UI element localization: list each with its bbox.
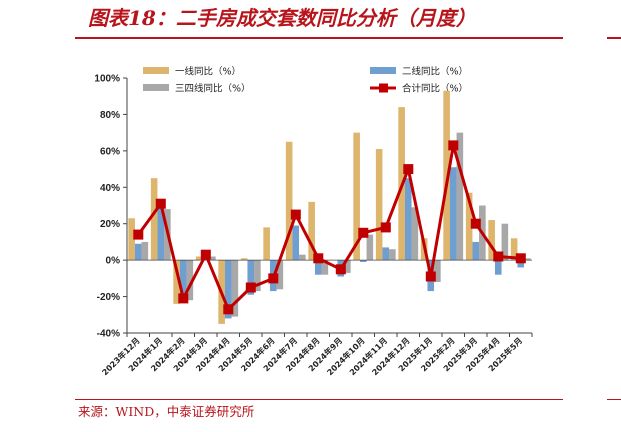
line-point xyxy=(403,164,414,175)
bar xyxy=(240,258,248,261)
bar xyxy=(231,260,239,317)
source-note: 来源：WIND，中泰证券研究所 xyxy=(78,404,255,419)
bar xyxy=(488,220,495,261)
bar xyxy=(411,207,419,261)
bar xyxy=(456,132,464,261)
bar xyxy=(375,149,383,261)
bar xyxy=(299,254,306,261)
line-point xyxy=(133,229,144,240)
bar xyxy=(254,260,261,292)
title-rule xyxy=(75,37,563,39)
bar xyxy=(321,260,329,275)
bar xyxy=(366,234,374,261)
bar xyxy=(173,260,180,304)
bar xyxy=(134,243,142,261)
bar xyxy=(449,167,457,261)
line-point xyxy=(515,253,526,264)
y-tick-label: 100% xyxy=(94,74,120,85)
legend-label: 三四线同比（%） xyxy=(175,83,251,95)
line-point xyxy=(358,227,369,238)
legend-swatch xyxy=(370,67,396,74)
bar xyxy=(195,256,203,261)
bar xyxy=(150,178,158,261)
bar xyxy=(314,260,322,275)
bar xyxy=(353,132,360,261)
line-point xyxy=(268,273,279,284)
bar xyxy=(472,241,480,261)
bar xyxy=(209,256,216,261)
figure-title: 图表18：二手房成交套数同比分析（月度） xyxy=(88,6,476,30)
line-point xyxy=(155,198,166,209)
bar xyxy=(382,247,390,261)
legend-label: 合计同比（%） xyxy=(402,83,468,95)
legend-swatch xyxy=(143,84,169,91)
legend-swatch xyxy=(143,67,169,74)
title-rule-fragment xyxy=(607,37,621,39)
bar xyxy=(501,223,509,261)
line-point xyxy=(335,264,346,275)
bar xyxy=(276,260,284,290)
bar xyxy=(465,192,473,261)
bar xyxy=(510,238,518,261)
bar xyxy=(517,260,525,268)
bar xyxy=(179,260,187,301)
line-point xyxy=(448,140,459,151)
bar xyxy=(494,260,502,275)
axes xyxy=(123,77,533,337)
bar xyxy=(292,225,300,261)
y-tick-label: -40% xyxy=(97,329,120,340)
line-point xyxy=(493,251,504,262)
total-line xyxy=(133,140,526,315)
line-point xyxy=(223,304,234,315)
bar xyxy=(247,260,255,295)
bar xyxy=(434,260,441,282)
line-point xyxy=(200,249,211,260)
legend-label: 一线同比（%） xyxy=(175,66,241,78)
x-tick-labels: 2023年12月2024年1月2024年2月2024年3月2024年4月2024… xyxy=(100,335,525,377)
y-tick-label: -20% xyxy=(97,292,120,303)
bar xyxy=(224,260,232,319)
line-point xyxy=(380,222,391,233)
line-point xyxy=(290,209,301,220)
bar xyxy=(128,218,135,261)
bar xyxy=(524,258,531,261)
bar xyxy=(285,141,293,261)
bar xyxy=(359,260,367,262)
line-point xyxy=(245,282,256,293)
y-tick-label: 20% xyxy=(100,219,120,230)
bar xyxy=(344,260,351,273)
legend: 一线同比（%） 二线同比（%） 三四线同比（%） 合计同比（%） xyxy=(143,66,468,95)
legend-label: 二线同比（%） xyxy=(402,66,468,78)
bar xyxy=(404,178,412,261)
total-line-path xyxy=(137,143,521,311)
bar xyxy=(308,201,315,261)
legend-marker xyxy=(379,83,388,93)
line-point xyxy=(313,253,324,264)
source-rule-fragment xyxy=(607,399,621,400)
bar xyxy=(186,260,194,301)
line-point xyxy=(470,218,481,229)
source-rule xyxy=(75,399,563,400)
y-tick-label: 40% xyxy=(100,183,120,194)
y-tick-labels: -40% -20% 0% 20% 40% 60% 80% 100% xyxy=(94,74,120,340)
y-tick-label: 0% xyxy=(106,256,121,267)
y-tick-label: 60% xyxy=(100,146,120,157)
y-tick-label: 80% xyxy=(100,110,120,121)
bar xyxy=(389,249,396,261)
bar xyxy=(157,207,165,261)
line-point xyxy=(178,293,189,304)
bar xyxy=(141,241,149,261)
line-point xyxy=(425,271,436,282)
bar xyxy=(263,227,270,261)
